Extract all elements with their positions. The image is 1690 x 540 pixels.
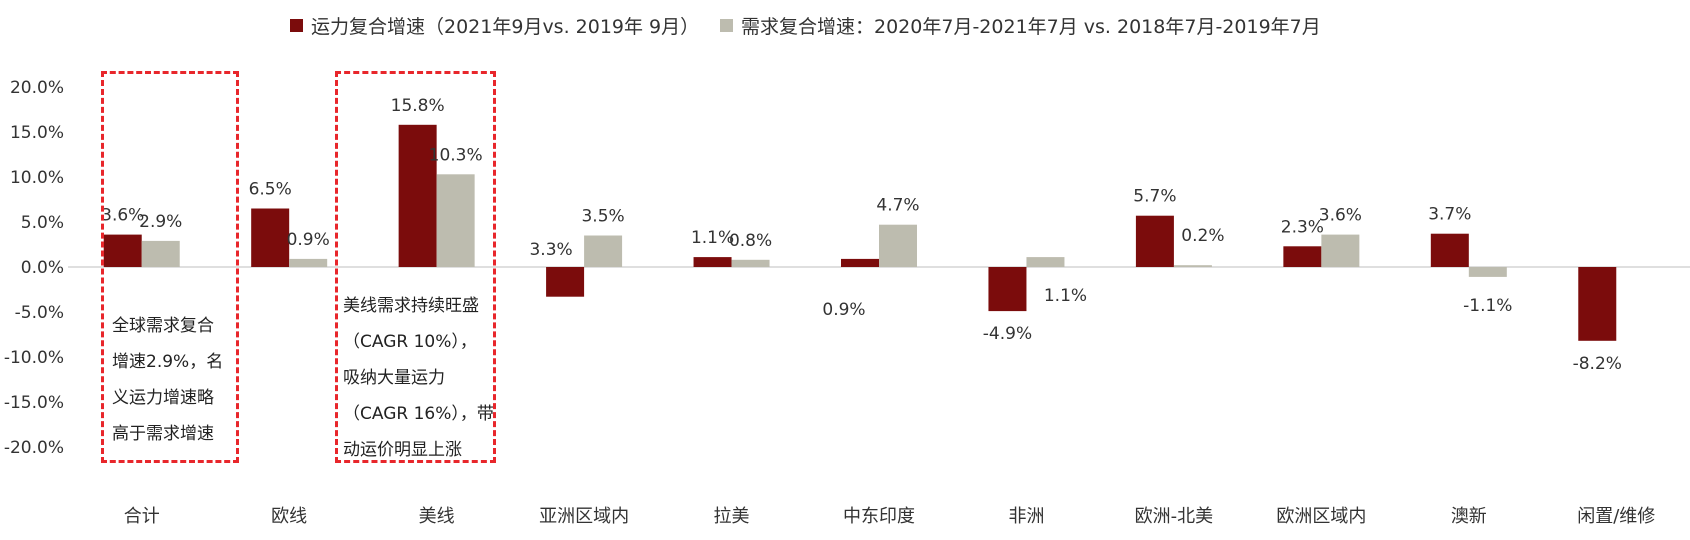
x-category-label: 欧洲-北美: [1135, 506, 1214, 527]
demand-data-label: 0.8%: [729, 231, 772, 251]
capacity-bar: [1135, 215, 1174, 267]
global-note-line-3: 义运力增速略: [112, 388, 214, 408]
demand-data-label: 3.5%: [581, 207, 624, 227]
capacity-bar: [1430, 233, 1469, 267]
capacity-data-label: 5.7%: [1133, 187, 1176, 207]
legend-label-demand: 需求复合增速：2020年7月-2021年7月 vs. 2018年7月-2019年…: [741, 16, 1321, 38]
capacity-bar: [103, 234, 142, 267]
y-tick-label: -5.0%: [15, 303, 64, 323]
y-tick-label: 15.0%: [10, 123, 64, 143]
capacity-bar: [988, 267, 1027, 312]
demand-bar: [1468, 267, 1507, 277]
demand-bar: [879, 224, 917, 267]
legend-label-capacity: 运力复合增速（2021年9月vs. 2019年 9月）: [311, 16, 700, 38]
x-category-label: 拉美: [714, 506, 750, 527]
capacity-data-label: 15.8%: [391, 96, 445, 116]
capacity-data-label: 3.6%: [101, 206, 144, 226]
global-note-line-4: 高于需求增速: [112, 424, 214, 444]
us-note-line-1: 美线需求持续旺盛: [343, 296, 479, 316]
us-note-line-4: （CAGR 16%），带: [343, 404, 494, 424]
capacity-data-label: -4.9%: [983, 324, 1032, 344]
legend-item-capacity: 运力复合增速（2021年9月vs. 2019年 9月）: [290, 12, 699, 39]
y-tick-label: -15.0%: [4, 393, 64, 413]
demand-data-label: 10.3%: [429, 145, 483, 165]
y-tick-label: -10.0%: [4, 348, 64, 368]
capacity-bar: [546, 267, 585, 297]
us-note-line-2: （CAGR 10%），: [343, 332, 477, 352]
legend-item-demand: 需求复合增速：2020年7月-2021年7月 vs. 2018年7月-2019年…: [720, 12, 1321, 39]
demand-bar: [1173, 265, 1212, 267]
global-demand-note: 全球需求复合 增速2.9%，名 义运力增速略 高于需求增速: [112, 308, 237, 452]
us-highlight-box: [335, 71, 496, 463]
demand-bar: [731, 259, 770, 267]
capacity-bar: [251, 208, 290, 267]
us-line-note: 美线需求持续旺盛 （CAGR 10%）， 吸纳大量运力 （CAGR 16%），带…: [343, 288, 495, 468]
legend: 运力复合增速（2021年9月vs. 2019年 9月） 需求复合增速：2020年…: [0, 12, 1690, 40]
capacity-bar: [398, 124, 437, 267]
x-category-label: 中东印度: [843, 506, 915, 527]
demand-bar: [141, 240, 180, 267]
global-note-line-2: 增速2.9%，名: [112, 352, 224, 372]
x-category-label: 欧线: [271, 506, 307, 527]
capacity-bar: [1578, 267, 1617, 341]
legend-swatch-capacity: [290, 19, 303, 32]
x-category-label: 非洲: [1008, 506, 1044, 527]
demand-data-label: 2.9%: [139, 212, 182, 232]
capacity-data-label: 2.3%: [1281, 217, 1324, 237]
capacity-data-label: 6.5%: [249, 180, 292, 200]
demand-data-label: 4.7%: [876, 196, 919, 216]
capacity-bar: [841, 258, 879, 267]
x-category-label: 亚洲区域内: [539, 506, 629, 527]
x-category-label: 欧洲区域内: [1276, 506, 1366, 527]
x-category-label: 闲置/维修: [1577, 506, 1655, 527]
demand-data-label: 3.6%: [1319, 206, 1362, 226]
x-category-label: 美线: [419, 506, 455, 527]
y-tick-label: 5.0%: [21, 213, 64, 233]
capacity-bar: [1283, 246, 1322, 267]
x-category-label: 合计: [124, 506, 160, 527]
capacity-data-label: -8.2%: [1573, 354, 1622, 374]
global-note-line-1: 全球需求复合: [112, 316, 214, 336]
demand-bar: [436, 174, 475, 267]
y-tick-label: 10.0%: [10, 168, 64, 188]
capacity-data-label: 3.3%: [529, 240, 572, 260]
demand-bar: [1026, 257, 1065, 267]
y-tick-label: -20.0%: [4, 438, 64, 458]
demand-data-label: 0.9%: [287, 230, 330, 250]
us-note-line-5: 动运价明显上涨: [343, 440, 462, 460]
demand-bar: [584, 235, 623, 267]
capacity-data-label: 0.9%: [822, 300, 865, 320]
us-note-line-3: 吸纳大量运力: [343, 368, 445, 388]
demand-bar: [1321, 234, 1360, 267]
demand-data-label: -1.1%: [1463, 296, 1512, 316]
x-category-label: 澳新: [1451, 506, 1487, 527]
capacity-data-label: 1.1%: [691, 228, 734, 248]
legend-swatch-demand: [720, 19, 733, 32]
demand-data-label: 1.1%: [1044, 286, 1087, 306]
y-tick-label: 20.0%: [10, 78, 64, 98]
y-tick-label: 0.0%: [21, 258, 64, 278]
global-highlight-box: [101, 71, 239, 463]
demand-data-label: 0.2%: [1181, 226, 1224, 246]
demand-bar: [289, 258, 328, 267]
capacity-bar: [693, 257, 732, 267]
capacity-data-label: 3.7%: [1428, 205, 1471, 225]
